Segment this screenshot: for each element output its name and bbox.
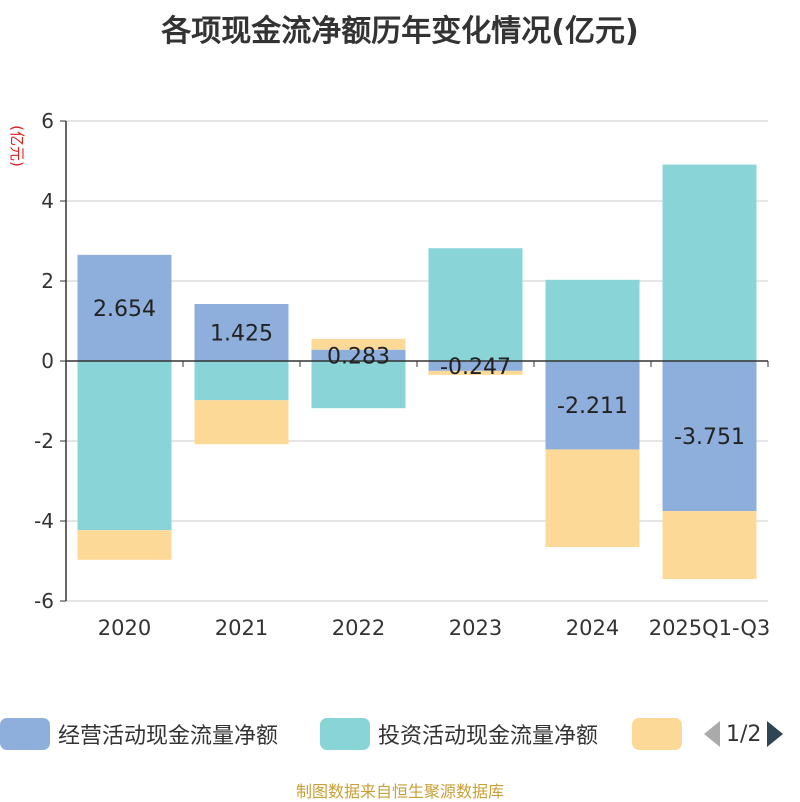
y-tick-label: -6 (34, 589, 54, 613)
bar-segment[interactable] (77, 361, 172, 531)
legend: 经营活动现金流量净额 投资活动现金流量净额 1/2 (0, 716, 800, 752)
source-note: 制图数据来自恒生聚源数据库 (295, 782, 504, 801)
y-tick-label: 6 (41, 109, 54, 133)
legend-pager: 1/2 (704, 716, 784, 752)
data-label: -3.751 (674, 425, 745, 450)
bar-segment[interactable] (662, 511, 757, 580)
legend-item-operating[interactable]: 经营活动现金流量净额 (0, 716, 278, 752)
legend-swatch-investing (320, 718, 370, 750)
data-label: 1.425 (210, 322, 273, 347)
bar-segment[interactable] (545, 279, 640, 361)
bar-segment[interactable] (662, 164, 757, 361)
y-tick-label: 4 (41, 189, 54, 213)
legend-label-investing: 投资活动现金流量净额 (378, 724, 599, 749)
chart-title: 各项现金流净额历年变化情况(亿元) (161, 14, 639, 49)
bar-segment[interactable] (77, 530, 172, 560)
legend-item-investing[interactable]: 投资活动现金流量净额 (320, 716, 598, 752)
y-tick-label: 2 (41, 269, 54, 293)
legend-next-icon[interactable] (767, 721, 784, 747)
x-tick-label: 2020 (98, 616, 151, 640)
y-tick-label: 0 (41, 349, 54, 373)
data-label: -0.247 (440, 355, 511, 380)
x-tick-label: 2024 (566, 616, 619, 640)
bar-segment[interactable] (428, 370, 523, 375)
y-tick-label: -2 (34, 429, 54, 453)
y-axis-label: (亿元) (8, 125, 26, 167)
bar-segment[interactable] (311, 349, 406, 361)
bar-segment[interactable] (428, 361, 523, 371)
bar-segment[interactable] (194, 304, 289, 361)
data-label: 2.654 (93, 297, 156, 322)
legend-swatch-financing (632, 718, 682, 750)
x-tick-label: 2021 (215, 616, 268, 640)
legend-swatch-operating (0, 718, 50, 750)
x-tick-label: 2023 (449, 616, 502, 640)
bar-segment[interactable] (545, 361, 640, 450)
bar-segment[interactable] (194, 361, 289, 401)
legend-item-financing[interactable] (632, 716, 690, 752)
data-label: -2.211 (557, 394, 628, 419)
legend-label-operating: 经营活动现金流量净额 (58, 724, 279, 749)
x-tick-label: 2025Q1-Q3 (649, 616, 771, 640)
legend-page-indicator: 1/2 (726, 721, 762, 747)
legend-prev-icon[interactable] (704, 721, 720, 747)
bar-segment[interactable] (194, 400, 289, 445)
bar-segment[interactable] (545, 449, 640, 548)
data-label: 0.283 (327, 344, 390, 369)
bar-segment[interactable] (77, 254, 172, 361)
x-tick-label: 2022 (332, 616, 385, 640)
bar-segment[interactable] (311, 338, 406, 350)
bar-segment[interactable] (428, 248, 523, 361)
bar-segment[interactable] (662, 361, 757, 512)
bar-segment[interactable] (311, 361, 406, 409)
y-tick-label: -4 (34, 509, 54, 533)
